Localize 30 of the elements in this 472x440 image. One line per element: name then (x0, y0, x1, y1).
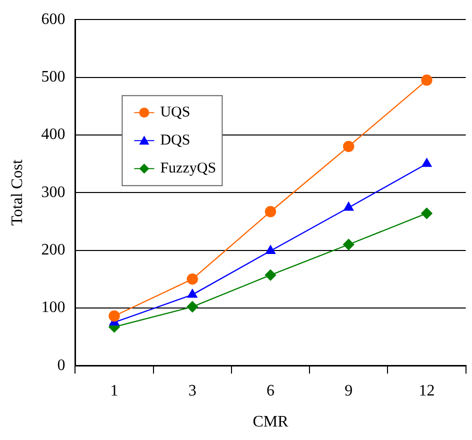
y-tick-label: 400 (41, 126, 66, 144)
x-tick-label: 12 (418, 382, 435, 400)
point (187, 289, 198, 298)
point (264, 206, 276, 218)
y-tick-label: 0 (57, 356, 66, 374)
point (264, 269, 276, 281)
x-tick-label: 9 (344, 382, 353, 400)
point (186, 274, 198, 285)
x-tick-label: 3 (188, 382, 196, 400)
y-tick-label: 600 (41, 10, 66, 28)
point (422, 158, 432, 167)
point (266, 245, 276, 254)
point (421, 74, 432, 86)
x-axis-title: CMR (252, 414, 289, 431)
legend-label: DQS (160, 132, 190, 149)
point (343, 238, 354, 250)
y-axis-title: Total Cost (8, 159, 26, 226)
point (344, 202, 354, 211)
point (186, 301, 198, 312)
y-tick-label: 100 (41, 299, 66, 316)
point (108, 310, 120, 322)
point (421, 208, 432, 219)
legend-label: FuzzyQS (160, 160, 216, 177)
x-tick-label: 6 (266, 382, 274, 400)
y-tick-label: 500 (41, 68, 66, 86)
legend-label: UQS (160, 104, 190, 121)
point (343, 140, 354, 152)
x-tick-label: 1 (110, 382, 118, 400)
y-tick-label: 300 (41, 184, 66, 201)
y-tick-label: 200 (41, 241, 66, 258)
